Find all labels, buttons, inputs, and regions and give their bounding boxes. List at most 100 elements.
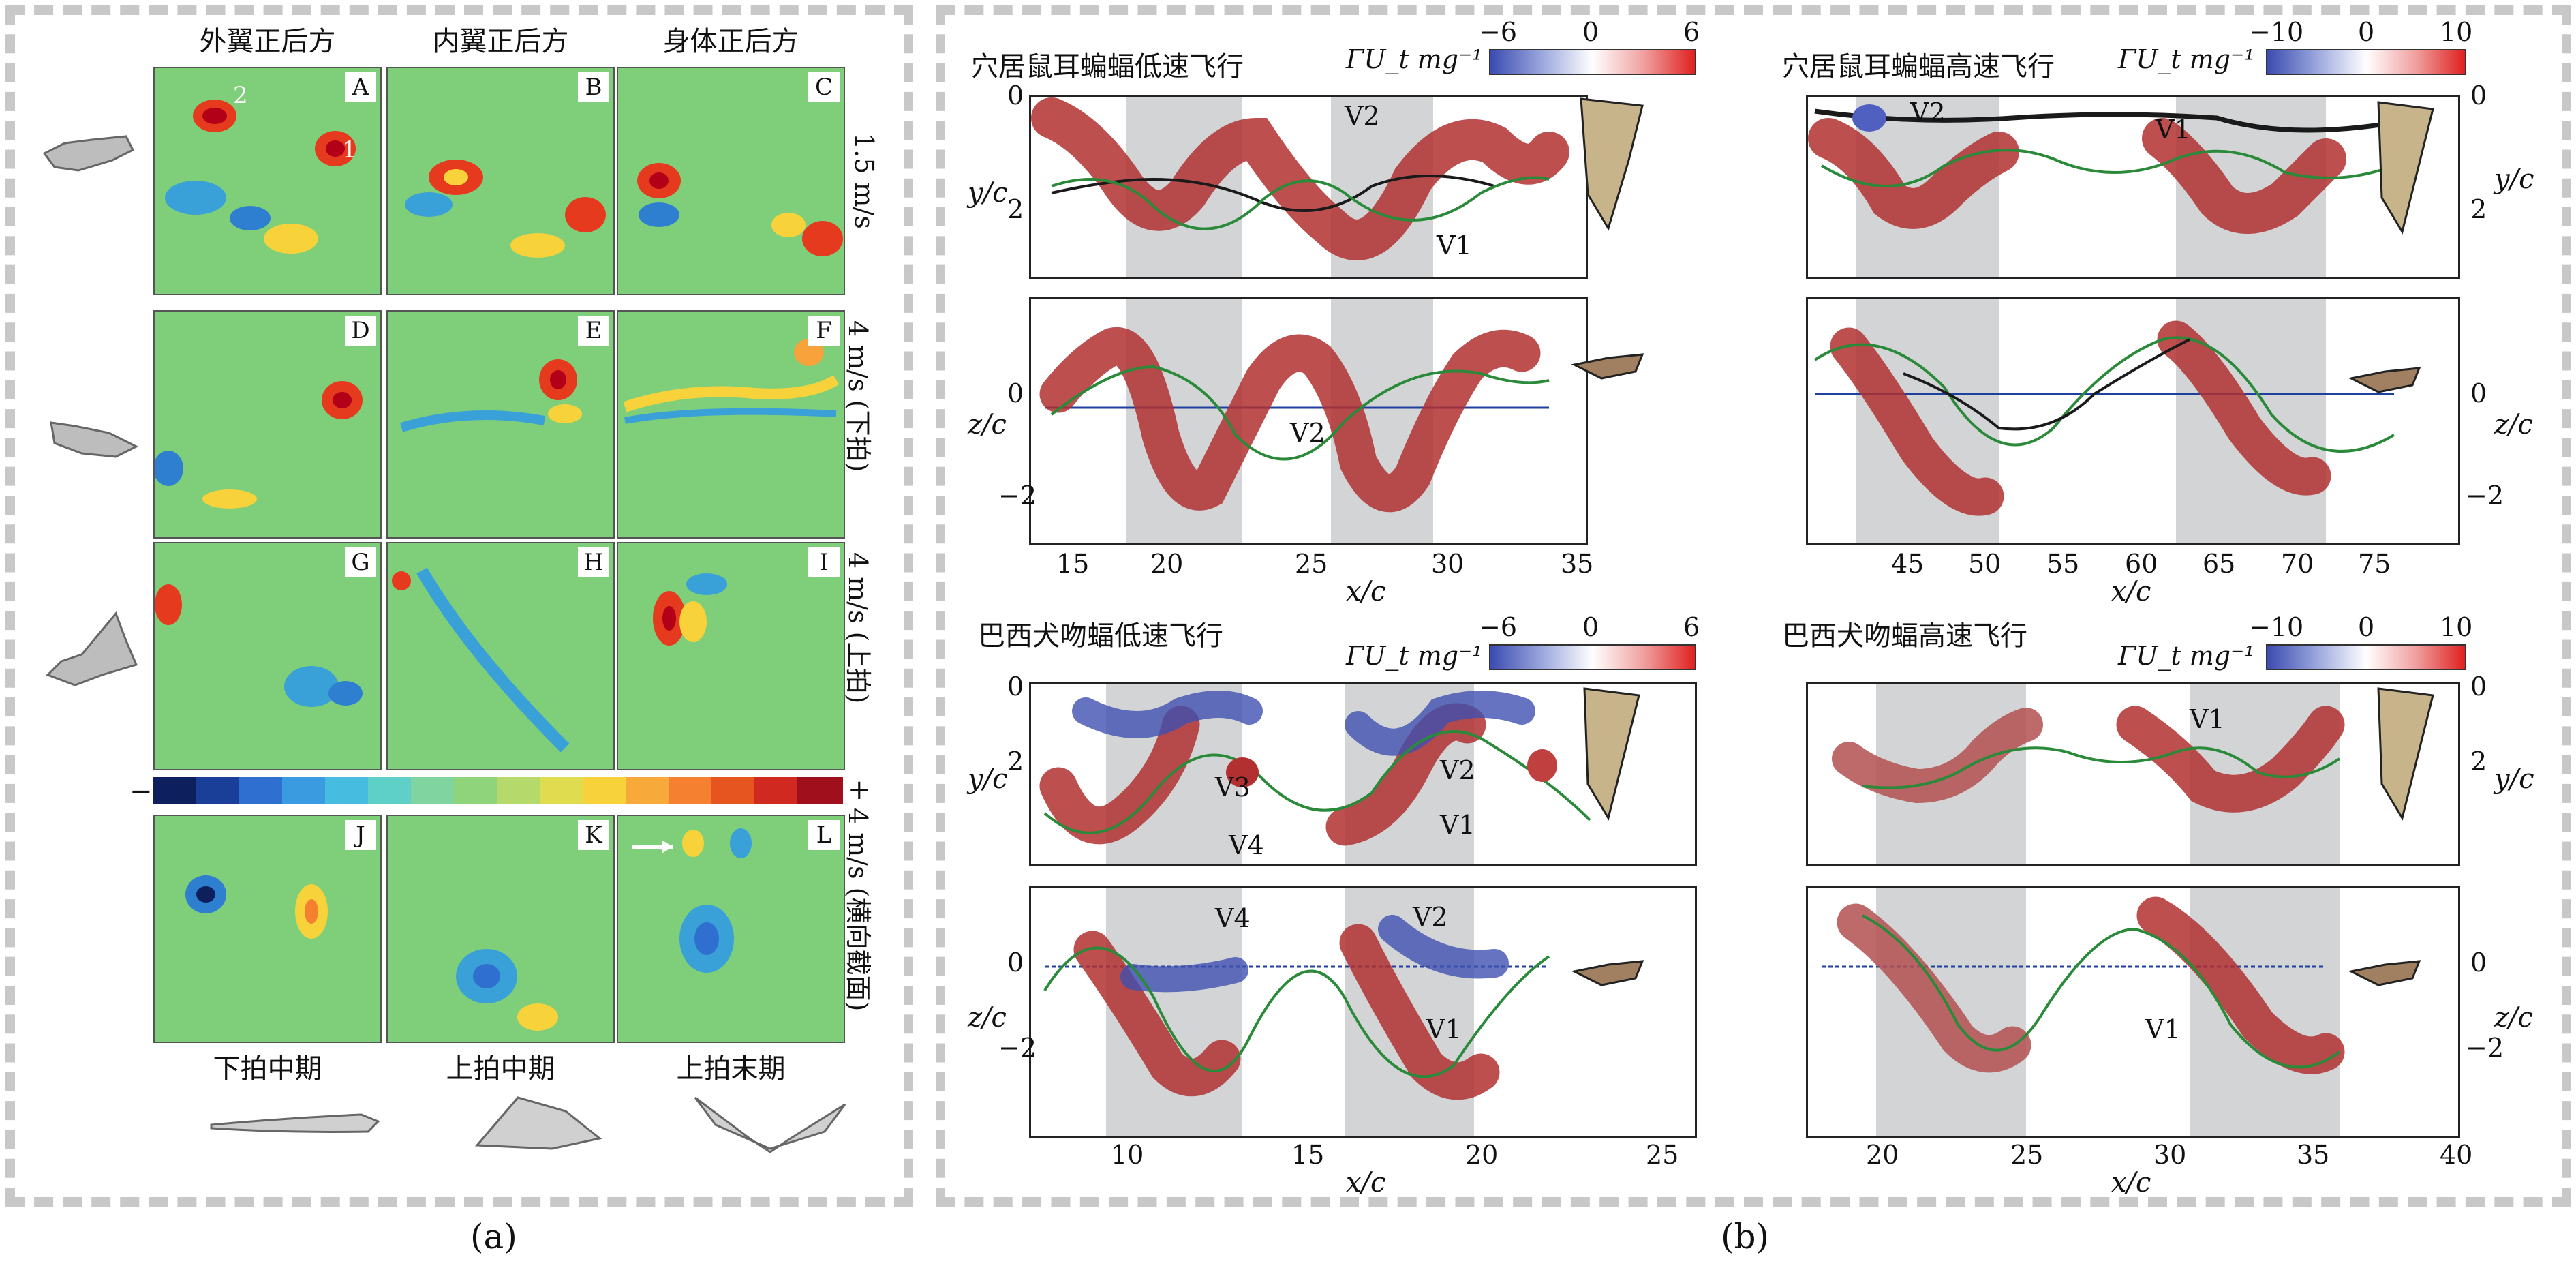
plot-2-xtick-45: 45 <box>1891 549 1925 579</box>
plot-2-top-axes: V2 V1 <box>1806 95 2460 279</box>
plot-2-bottom-axes <box>1806 297 2460 545</box>
plot-1-xtick-20: 20 <box>1150 549 1184 579</box>
plot-3-xtick-20: 20 <box>1465 1140 1499 1170</box>
plot-2-cb-tick-max: 10 <box>2440 17 2473 47</box>
flow-panel-C: C <box>617 67 845 295</box>
plot-3-xlabel: x/c <box>1346 1167 1386 1198</box>
bat-glide-icon <box>42 135 135 172</box>
flow-panel-I: I <box>617 542 845 770</box>
plot-4-top-ytick-0: 0 <box>2470 671 2487 701</box>
plot-4-bat-side-icon <box>2348 960 2421 986</box>
plot-3-bottom-ytick-0: 0 <box>1007 948 1024 978</box>
panel-letter-K: K <box>578 820 609 850</box>
plot-4-title: 巴西犬吻蝠高速飞行 <box>1782 620 2027 652</box>
flow-panel-L: L <box>617 815 845 1043</box>
plot-2-cb-tick-min: −10 <box>2249 17 2304 47</box>
plot-1-xtick-35: 35 <box>1561 549 1594 579</box>
bat-upstroke-icon <box>46 611 138 686</box>
wing-posture-end-upstroke-icon <box>694 1096 846 1153</box>
plot-2-top-ytick-2: 2 <box>2470 194 2487 224</box>
panel-letter-D: D <box>345 316 376 346</box>
plot-3-cb-tick-min: −6 <box>1479 612 1518 642</box>
plot-3-top-vortex-V2: V2 <box>1440 755 1475 785</box>
plot-1-xlabel: x/c <box>1346 576 1386 607</box>
plot-4-xtick-35: 35 <box>2297 1140 2330 1170</box>
plot-1-cb-tick-max: 6 <box>1683 17 1700 47</box>
plot-2-bat-side-icon <box>2348 367 2421 393</box>
plot-3-top-ytick-0: 0 <box>1007 671 1024 701</box>
plot-3-bottom-vortex-V4: V4 <box>1215 903 1251 933</box>
plot-4-wing-top-icon <box>2377 687 2434 821</box>
row-label-2: 4 m/s (下拍) <box>843 320 873 472</box>
plot-2-xlabel: x/c <box>2111 576 2151 607</box>
plot-1-bottom-ytick-0: 0 <box>1007 378 1024 408</box>
panel-letter-B: B <box>578 72 609 102</box>
plot-1-colorbar-label: ΓU_t mg⁻¹ <box>1346 44 1483 74</box>
plot-1-bat-side-icon <box>1571 353 1644 380</box>
panel-a-label: (a) <box>470 1217 517 1256</box>
plot-1-bottom-ytick-neg2: −2 <box>998 481 1037 511</box>
flow-panel-B: B <box>386 67 615 295</box>
row-label-1: 1.5 m/s <box>849 133 879 229</box>
panel-letter-C: C <box>808 72 840 102</box>
plot-4-top-ytick-2: 2 <box>2470 746 2487 776</box>
wing-posture-upstroke-icon <box>474 1096 602 1150</box>
vortex-marker-2: 2 <box>233 82 248 109</box>
flow-panel-D: D <box>153 310 382 539</box>
row-label-4: 4 m/s (横向截面) <box>843 808 873 1012</box>
plot-3-top-vortex-V3: V3 <box>1215 772 1251 802</box>
plot-3-xtick-15: 15 <box>1291 1140 1325 1170</box>
plot-4-bottom-vortex-V1: V1 <box>2145 1014 2181 1044</box>
plot-4-xtick-30: 30 <box>2153 1140 2187 1170</box>
plot-3-bat-side-icon <box>1571 960 1644 986</box>
plot-2-xtick-50: 50 <box>1968 549 2002 579</box>
plot-1-top-ytick-0: 0 <box>1007 80 1024 110</box>
plot-2-top-vortex-V2: V2 <box>1910 97 1946 127</box>
panel-letter-E: E <box>578 316 609 346</box>
plot-4-bottom-axes: V1 <box>1806 886 2460 1138</box>
plot-3-top-vortex-V1: V1 <box>1440 810 1475 840</box>
column-header-inner-wing: 内翼正后方 <box>432 26 569 57</box>
plot-4-xtick-40: 40 <box>2440 1140 2473 1170</box>
flow-panel-H: H <box>386 542 615 770</box>
row-label-3: 4 m/s (上拍) <box>843 552 873 704</box>
plot-1-top-axes: V2 V1 <box>1029 95 1588 279</box>
panel-a-frame <box>5 5 913 1207</box>
plot-2-xtick-75: 75 <box>2358 549 2391 579</box>
plot-1-cb-tick-zero: 0 <box>1582 17 1599 47</box>
plot-1-xtick-25: 25 <box>1295 549 1328 579</box>
plot-1-title: 穴居鼠耳蝙蝠低速飞行 <box>971 51 1244 82</box>
panel-letter-G: G <box>345 547 376 577</box>
panel-letter-F: F <box>808 316 840 346</box>
plot-4-cb-tick-max: 10 <box>2440 612 2473 642</box>
plot-4-top-axes: V1 <box>1806 682 2460 866</box>
plot-1-top-ylabel: y/c <box>968 177 1008 209</box>
plot-4-cb-tick-zero: 0 <box>2358 612 2375 642</box>
plot-4-xtick-25: 25 <box>2010 1140 2044 1170</box>
plot-2-colorbar-label: ΓU_t mg⁻¹ <box>2118 44 2255 74</box>
phase-label-mid-upstroke: 上拍中期 <box>446 1053 555 1085</box>
plot-2-xtick-70: 70 <box>2281 549 2314 579</box>
plot-3-xtick-10: 10 <box>1111 1140 1144 1170</box>
plot-2-xtick-60: 60 <box>2125 549 2158 579</box>
plot-1-xtick-15: 15 <box>1056 549 1090 579</box>
plot-2-cb-tick-zero: 0 <box>2358 17 2375 47</box>
flow-panel-A: 2 1 A <box>153 67 382 295</box>
panel-letter-L: L <box>808 820 840 850</box>
plot-1-cb-tick-min: −6 <box>1479 17 1518 47</box>
plot-2-title: 穴居鼠耳蝙蝠高速飞行 <box>1782 51 2055 82</box>
vorticity-colorbar <box>153 777 843 804</box>
plot-3-wing-top-icon <box>1583 687 1640 821</box>
wing-posture-downstroke-icon <box>210 1113 380 1133</box>
plot-4-xtick-20: 20 <box>1866 1140 1899 1170</box>
phase-label-mid-downstroke: 下拍中期 <box>213 1053 322 1085</box>
plot-3-colorbar <box>1489 644 1696 670</box>
plot-3-colorbar-label: ΓU_t mg⁻¹ <box>1346 641 1483 671</box>
plot-1-top-ytick-2: 2 <box>1007 194 1024 224</box>
flow-panel-J: J <box>153 815 382 1043</box>
phase-label-end-upstroke: 上拍末期 <box>676 1053 786 1085</box>
plot-4-xlabel: x/c <box>2111 1167 2151 1198</box>
plot-2-bottom-ytick-neg2: −2 <box>2466 481 2504 511</box>
plot-4-colorbar-label: ΓU_t mg⁻¹ <box>2118 641 2255 671</box>
plot-1-colorbar <box>1489 49 1696 75</box>
